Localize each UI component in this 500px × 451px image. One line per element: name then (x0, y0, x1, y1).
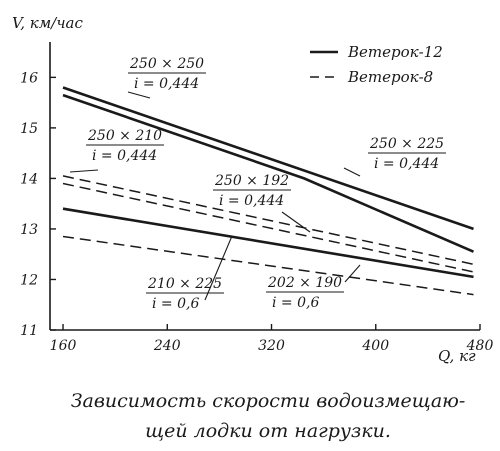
y-tick-label: 12 (20, 272, 38, 288)
series-annotation-5: 250 × 192 i = 0,444 (213, 173, 311, 233)
series-line-2-solid (62, 93, 475, 253)
series-annotation-1: 250 × 250 i = 0,444 (127, 56, 206, 99)
series-line-3-solid (62, 207, 474, 279)
series-annotation-2: 250 × 225 i = 0,444 (343, 136, 446, 177)
x-tick-label: 240 (153, 338, 181, 354)
annotation-ratio: i = 0,444 (374, 156, 439, 172)
annotation-leader (344, 264, 361, 283)
annotation-size: 250 × 192 (214, 173, 289, 189)
annotation-leader (127, 91, 151, 99)
annotation-ratio: i = 0,444 (134, 76, 199, 92)
annotation-ratio: i = 0,6 (272, 295, 319, 311)
annotation-size: 250 × 250 (129, 56, 204, 72)
series-annotation-6: 202 × 190 i = 0,6 (266, 264, 361, 311)
y-tick-label: 16 (20, 70, 38, 86)
y-tick-label: 15 (20, 121, 38, 137)
series-annotation-3: 210 × 225 i = 0,6 (146, 235, 233, 312)
annotation-ratio: i = 0,6 (152, 296, 199, 312)
caption-line-2: щей лодки от нагрузки. (145, 420, 391, 442)
series-line-5-dashed (62, 182, 474, 273)
x-tick-label: 480 (466, 338, 494, 354)
x-axis-label: Q, кг (438, 347, 476, 365)
annotation-size: 250 × 225 (369, 136, 444, 152)
legend-label-solid: Ветерок-12 (347, 43, 443, 61)
series-line-1-solid (62, 86, 474, 231)
legend-label-dashed: Ветерок-8 (347, 68, 433, 86)
annotation-ratio: i = 0,444 (219, 193, 284, 209)
annotation-leader (69, 169, 99, 173)
series-line-4-dashed (62, 175, 474, 266)
y-tick-label: 11 (20, 323, 38, 339)
x-tick-label: 160 (50, 338, 77, 354)
annotation-leader (281, 211, 311, 233)
caption-line-1: Зависимость скорости водоизмещаю- (71, 390, 466, 412)
annotation-leader (204, 235, 233, 301)
annotation-size: 202 × 190 (267, 275, 342, 291)
annotation-size: 250 × 210 (87, 128, 162, 144)
y-tick-label: 13 (20, 222, 38, 238)
annotation-ratio: i = 0,444 (92, 148, 157, 164)
x-tick-label: 400 (361, 338, 389, 354)
x-tick-label: 320 (258, 338, 285, 354)
legend: Ветерок-12 Ветерок-8 (310, 43, 443, 86)
series-line-6-dashed (62, 235, 474, 296)
y-axis-label: V, км/час (12, 14, 83, 32)
annotation-size: 210 × 225 (147, 276, 222, 292)
series-annotation-4: 250 × 210 i = 0,444 (69, 128, 164, 173)
annotation-leader (343, 167, 361, 177)
y-tick-label: 14 (20, 171, 38, 187)
